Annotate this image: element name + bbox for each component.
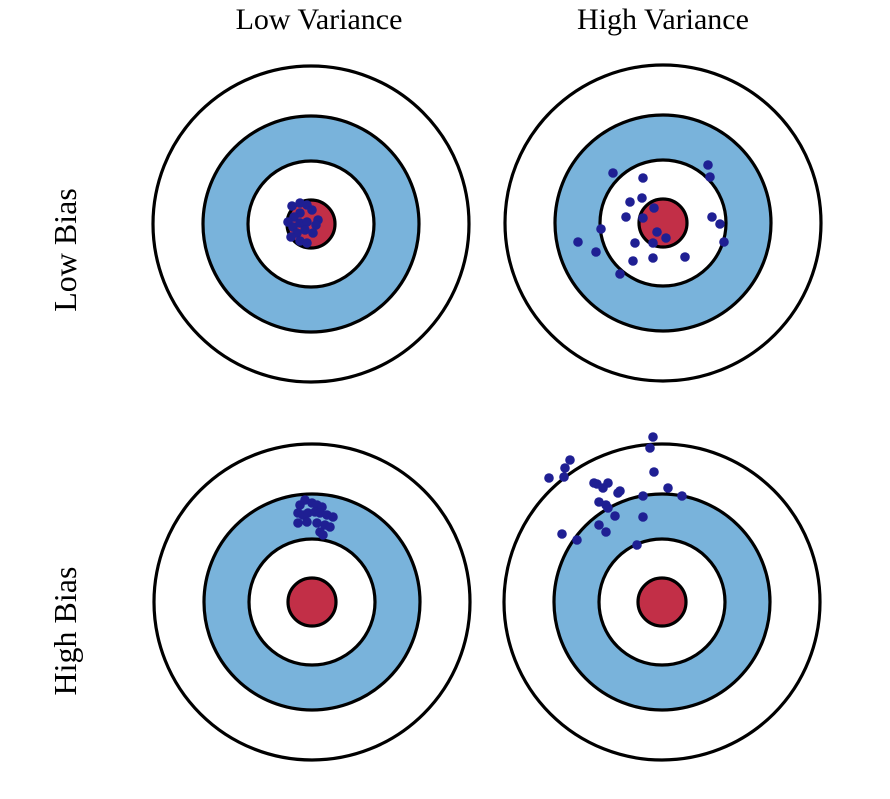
prediction-dot (311, 220, 321, 230)
prediction-dot (621, 212, 631, 222)
prediction-dot (573, 237, 583, 247)
prediction-dot (703, 160, 713, 170)
prediction-dot (557, 529, 567, 539)
prediction-dot (318, 530, 328, 540)
prediction-dot (559, 472, 569, 482)
bullseye (636, 576, 688, 628)
prediction-dot (591, 247, 601, 257)
prediction-dot (287, 201, 297, 211)
prediction-dot (715, 219, 725, 229)
prediction-dot (705, 172, 715, 182)
prediction-dot (303, 508, 313, 518)
prediction-dot (638, 491, 648, 501)
prediction-dot (707, 212, 717, 222)
prediction-dot (293, 518, 303, 528)
prediction-dot (286, 232, 296, 242)
prediction-dot (615, 269, 625, 279)
prediction-dot (572, 535, 582, 545)
prediction-dot (594, 520, 604, 530)
prediction-dot (652, 227, 662, 237)
row-label-high-bias: High Bias (47, 567, 83, 696)
prediction-dot (603, 503, 613, 513)
prediction-dot (648, 238, 658, 248)
prediction-dot (560, 463, 570, 473)
prediction-dot (302, 238, 312, 248)
prediction-dot (648, 253, 658, 263)
prediction-dot (649, 203, 659, 213)
target-low-bias-low-variance (151, 64, 471, 384)
prediction-dot (300, 225, 310, 235)
prediction-dot (638, 213, 648, 223)
row-label-low-bias: Low Bias (47, 188, 83, 312)
targets-layer (151, 63, 823, 762)
prediction-dot (638, 512, 648, 522)
prediction-dot (677, 491, 687, 501)
prediction-dot (649, 467, 659, 477)
prediction-dot (308, 228, 318, 238)
prediction-dot (596, 224, 606, 234)
prediction-dot (610, 511, 620, 521)
prediction-dot (598, 483, 608, 493)
prediction-dot (302, 517, 312, 527)
prediction-dot (625, 197, 635, 207)
prediction-dot (325, 522, 335, 532)
prediction-dot (628, 256, 638, 266)
prediction-dot (638, 173, 648, 183)
prediction-dot (630, 238, 640, 248)
bullseye (286, 576, 338, 628)
prediction-dot (328, 512, 338, 522)
prediction-dot (601, 527, 611, 537)
prediction-dot (589, 478, 599, 488)
column-title-low-variance: Low Variance (236, 3, 403, 36)
prediction-dot (307, 205, 317, 215)
prediction-dot (680, 252, 690, 262)
prediction-dot (663, 483, 673, 493)
prediction-dot (648, 432, 658, 442)
prediction-dot (613, 488, 623, 498)
prediction-dot (565, 455, 575, 465)
prediction-dot (632, 540, 642, 550)
prediction-dot (645, 443, 655, 453)
prediction-dot (544, 473, 554, 483)
prediction-dot (608, 168, 618, 178)
prediction-dot (637, 193, 647, 203)
target-high-bias-high-variance (502, 432, 822, 762)
prediction-dot (302, 217, 312, 227)
prediction-dot (719, 237, 729, 247)
target-low-bias-high-variance (503, 63, 823, 383)
prediction-dot (661, 233, 671, 243)
prediction-dot (295, 218, 305, 228)
prediction-dot (312, 518, 322, 528)
column-title-high-variance: High Variance (577, 3, 749, 36)
target-high-bias-low-variance (152, 442, 472, 762)
